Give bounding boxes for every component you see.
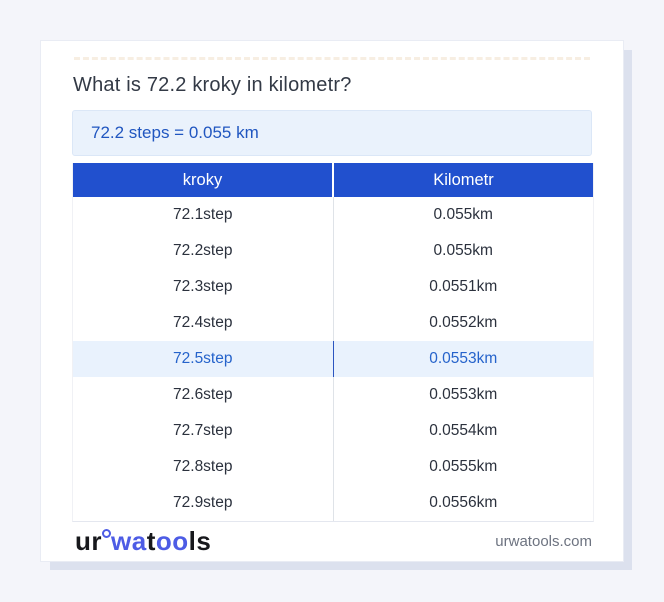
cell-km: 0.0551km [429, 278, 498, 295]
cell-km: 0.055km [433, 242, 493, 259]
cell-km: 0.055km [433, 206, 493, 223]
table-row[interactable]: 72.1step 0.055km [73, 197, 593, 233]
logo-part-ur: ur [75, 526, 102, 556]
site-url: urwatools.com [495, 532, 592, 550]
page-title: What is 72.2 kroky in kilometr? [73, 74, 352, 96]
logo-part-ls: ls [188, 526, 212, 556]
logo-part-t: t [146, 526, 156, 556]
table-row[interactable]: 72.6step 0.0553km [73, 377, 593, 413]
cell-kroky: 72.5step [73, 341, 334, 377]
cell-kroky: 72.7step [73, 413, 334, 449]
table-row[interactable]: 72.3step 0.0551km [73, 269, 593, 305]
ring-icon [102, 529, 111, 538]
table-row[interactable]: 72.4step 0.0552km [73, 305, 593, 341]
table-header-row: kroky Kilometr [73, 163, 593, 197]
cell-kroky: 72.3step [73, 269, 334, 305]
cell-km: 0.0553km [429, 350, 498, 367]
cell-kroky: 72.8step [73, 449, 334, 485]
cell-kroky: 72.1step [73, 197, 334, 233]
cell-km: 0.0552km [429, 314, 498, 331]
table-row[interactable]: 72.9step 0.0556km [73, 485, 593, 521]
table-row[interactable]: 72.2step 0.055km [73, 233, 593, 269]
cell-km: 0.0556km [429, 494, 498, 511]
cell-kroky: 72.2step [73, 233, 334, 269]
table-row[interactable]: 72.7step 0.0554km [73, 413, 593, 449]
table-row-highlighted[interactable]: 72.5step 0.0553km [73, 341, 593, 377]
cell-kroky: 72.9step [73, 485, 334, 521]
cell-km: 0.0555km [429, 458, 498, 475]
answer-box: 72.2 steps = 0.055 km [72, 110, 592, 156]
table-row[interactable]: 72.8step 0.0555km [73, 449, 593, 485]
card-footer: ur watools urwatools.com [41, 522, 623, 560]
cell-km: 0.0553km [429, 386, 498, 403]
conversion-card: What is 72.2 kroky in kilometr? 72.2 ste… [40, 40, 624, 562]
cell-kroky: 72.4step [73, 305, 334, 341]
logo-part-oo: oo [155, 526, 189, 556]
decorative-dashed-line [74, 57, 590, 60]
answer-text: 72.2 steps = 0.055 km [91, 123, 259, 142]
cell-kroky: 72.6step [73, 377, 334, 413]
table-header-kroky: kroky [73, 163, 334, 197]
cell-km: 0.0554km [429, 422, 498, 439]
table-header-kilometr: Kilometr [433, 170, 494, 189]
conversion-table: kroky Kilometr 72.1step 0.055km 72.2step… [72, 163, 594, 522]
logo-part-wa: wa [111, 526, 147, 556]
brand-logo[interactable]: ur watools [75, 528, 211, 554]
